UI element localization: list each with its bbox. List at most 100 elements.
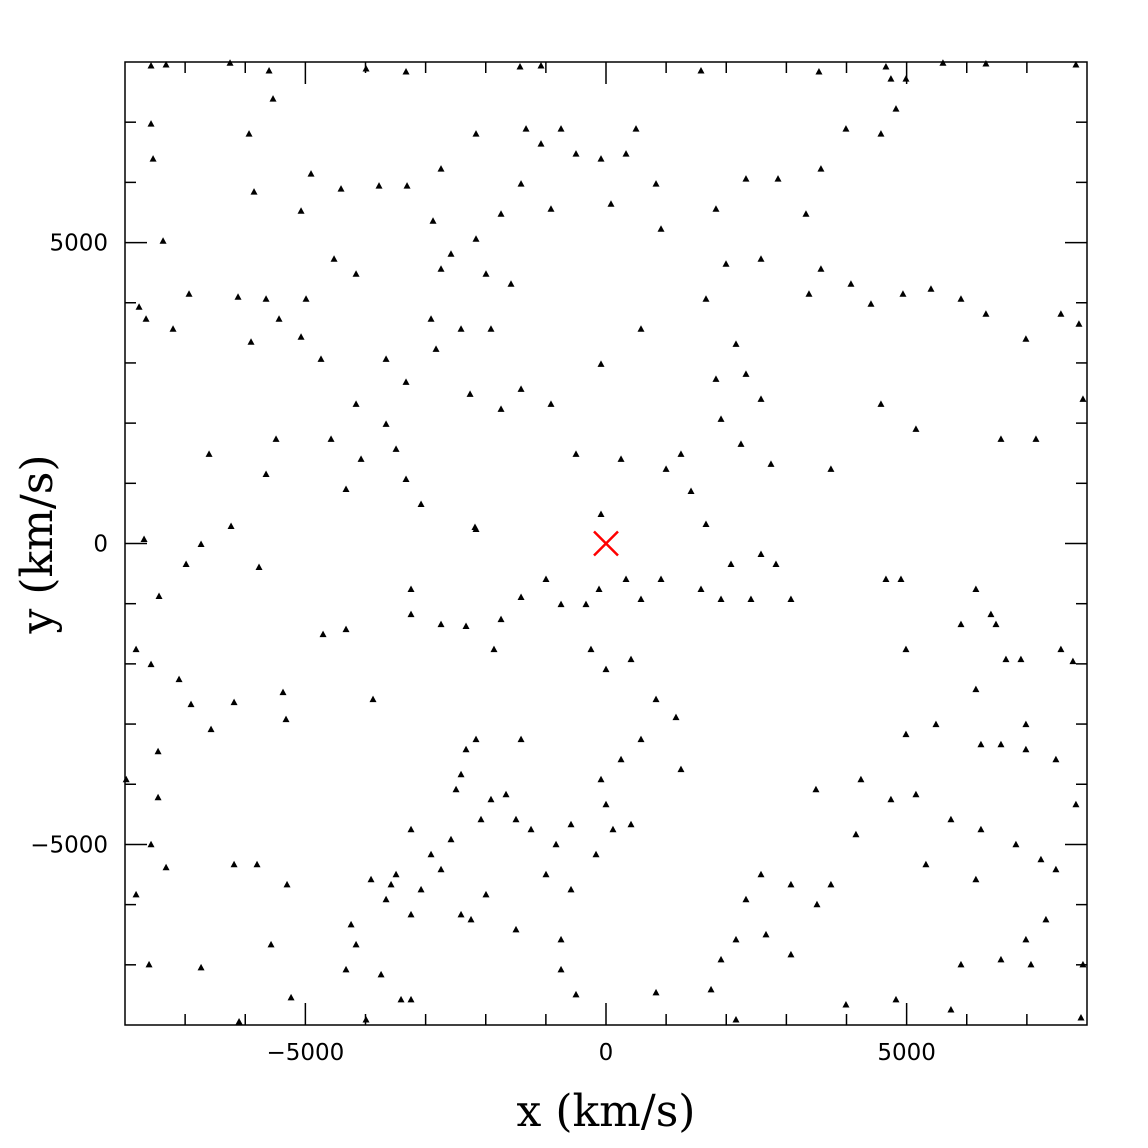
point bbox=[607, 200, 615, 207]
point bbox=[892, 995, 900, 1003]
point bbox=[737, 440, 745, 447]
point bbox=[897, 575, 905, 583]
point bbox=[522, 125, 530, 132]
point bbox=[427, 850, 435, 858]
point bbox=[245, 130, 253, 137]
point bbox=[997, 955, 1005, 963]
point bbox=[997, 740, 1005, 748]
point bbox=[392, 870, 400, 878]
point bbox=[887, 75, 895, 82]
point bbox=[632, 125, 640, 132]
point bbox=[557, 965, 565, 973]
point bbox=[812, 785, 820, 793]
point bbox=[637, 325, 645, 332]
point bbox=[154, 747, 162, 755]
point bbox=[135, 303, 143, 310]
point bbox=[1022, 935, 1030, 943]
point bbox=[507, 280, 515, 287]
point bbox=[342, 625, 350, 633]
point bbox=[402, 68, 410, 75]
point bbox=[140, 535, 148, 542]
point bbox=[352, 940, 360, 948]
point bbox=[283, 880, 291, 888]
point bbox=[205, 450, 213, 457]
point bbox=[1077, 1013, 1085, 1021]
point bbox=[197, 963, 205, 971]
point bbox=[1037, 855, 1045, 863]
point bbox=[815, 68, 823, 75]
point bbox=[472, 235, 480, 242]
point bbox=[617, 455, 625, 462]
point bbox=[197, 540, 205, 548]
point bbox=[712, 205, 720, 212]
point bbox=[842, 125, 850, 132]
point bbox=[1075, 320, 1083, 327]
point bbox=[362, 65, 370, 72]
point bbox=[512, 815, 520, 823]
point bbox=[827, 880, 835, 888]
point bbox=[887, 795, 895, 803]
point bbox=[732, 340, 740, 347]
point bbox=[427, 315, 435, 322]
point bbox=[154, 793, 162, 801]
point bbox=[547, 205, 555, 212]
point bbox=[537, 140, 545, 147]
point bbox=[502, 790, 510, 798]
point bbox=[957, 960, 965, 968]
point bbox=[402, 378, 410, 385]
point bbox=[330, 255, 338, 262]
point bbox=[487, 325, 495, 332]
point bbox=[977, 825, 985, 833]
point bbox=[787, 880, 795, 888]
point bbox=[407, 910, 415, 918]
point bbox=[817, 265, 825, 272]
point bbox=[142, 315, 150, 322]
point bbox=[337, 185, 345, 192]
point bbox=[992, 620, 1000, 628]
point bbox=[947, 815, 955, 823]
point bbox=[429, 217, 437, 224]
point bbox=[226, 59, 234, 66]
point bbox=[939, 59, 947, 66]
point bbox=[235, 1017, 243, 1025]
point bbox=[912, 790, 920, 798]
point bbox=[462, 745, 470, 753]
point bbox=[742, 175, 750, 182]
point bbox=[842, 1000, 850, 1008]
point bbox=[882, 575, 890, 583]
point bbox=[317, 355, 325, 362]
point bbox=[497, 210, 505, 217]
point bbox=[1057, 310, 1065, 317]
point bbox=[352, 270, 360, 277]
point bbox=[375, 182, 383, 189]
point bbox=[472, 130, 480, 137]
point bbox=[595, 585, 603, 593]
point bbox=[1052, 865, 1060, 873]
point bbox=[592, 850, 600, 858]
point bbox=[149, 155, 157, 162]
point bbox=[757, 870, 765, 878]
point bbox=[727, 560, 735, 568]
point bbox=[602, 800, 610, 808]
point bbox=[145, 960, 153, 968]
x-tick-label: −5000 bbox=[266, 1040, 344, 1066]
point bbox=[1022, 720, 1030, 728]
point bbox=[230, 698, 238, 706]
point bbox=[472, 735, 480, 743]
point bbox=[587, 645, 595, 653]
point bbox=[302, 295, 310, 302]
point bbox=[572, 450, 580, 457]
point bbox=[572, 150, 580, 157]
point bbox=[265, 67, 273, 74]
point bbox=[597, 510, 605, 517]
point bbox=[702, 520, 710, 527]
x-tick-label: 0 bbox=[599, 1040, 614, 1066]
point bbox=[982, 310, 990, 317]
point bbox=[369, 695, 377, 703]
point bbox=[187, 700, 195, 708]
point bbox=[1022, 745, 1030, 753]
point bbox=[432, 345, 440, 352]
point bbox=[234, 293, 242, 300]
point bbox=[557, 935, 565, 943]
